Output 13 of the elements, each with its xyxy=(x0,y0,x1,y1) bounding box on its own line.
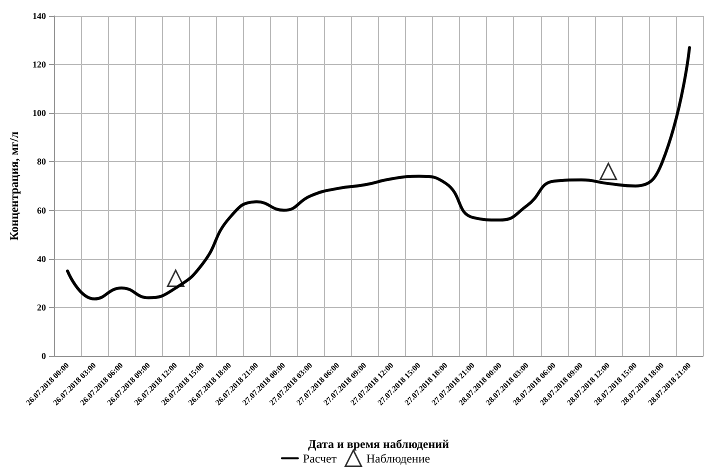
legend-label: Наблюдение xyxy=(366,451,430,466)
y-tick-label: 40 xyxy=(37,254,46,264)
y-axis-title: Концентрация, мг/л xyxy=(7,131,21,240)
y-tick-label: 20 xyxy=(37,302,46,312)
y-tick-label: 0 xyxy=(42,351,46,361)
y-tick-label: 120 xyxy=(32,60,46,70)
line-series xyxy=(66,46,691,300)
y-tick-label: 100 xyxy=(32,108,46,118)
y-tick-label: 80 xyxy=(37,156,46,167)
x-axis-title: Дата и время наблюдений xyxy=(308,437,450,451)
legend-label: Расчет xyxy=(302,451,338,466)
y-tick-label: 60 xyxy=(37,205,46,216)
y-tick-label: 140 xyxy=(32,11,46,21)
